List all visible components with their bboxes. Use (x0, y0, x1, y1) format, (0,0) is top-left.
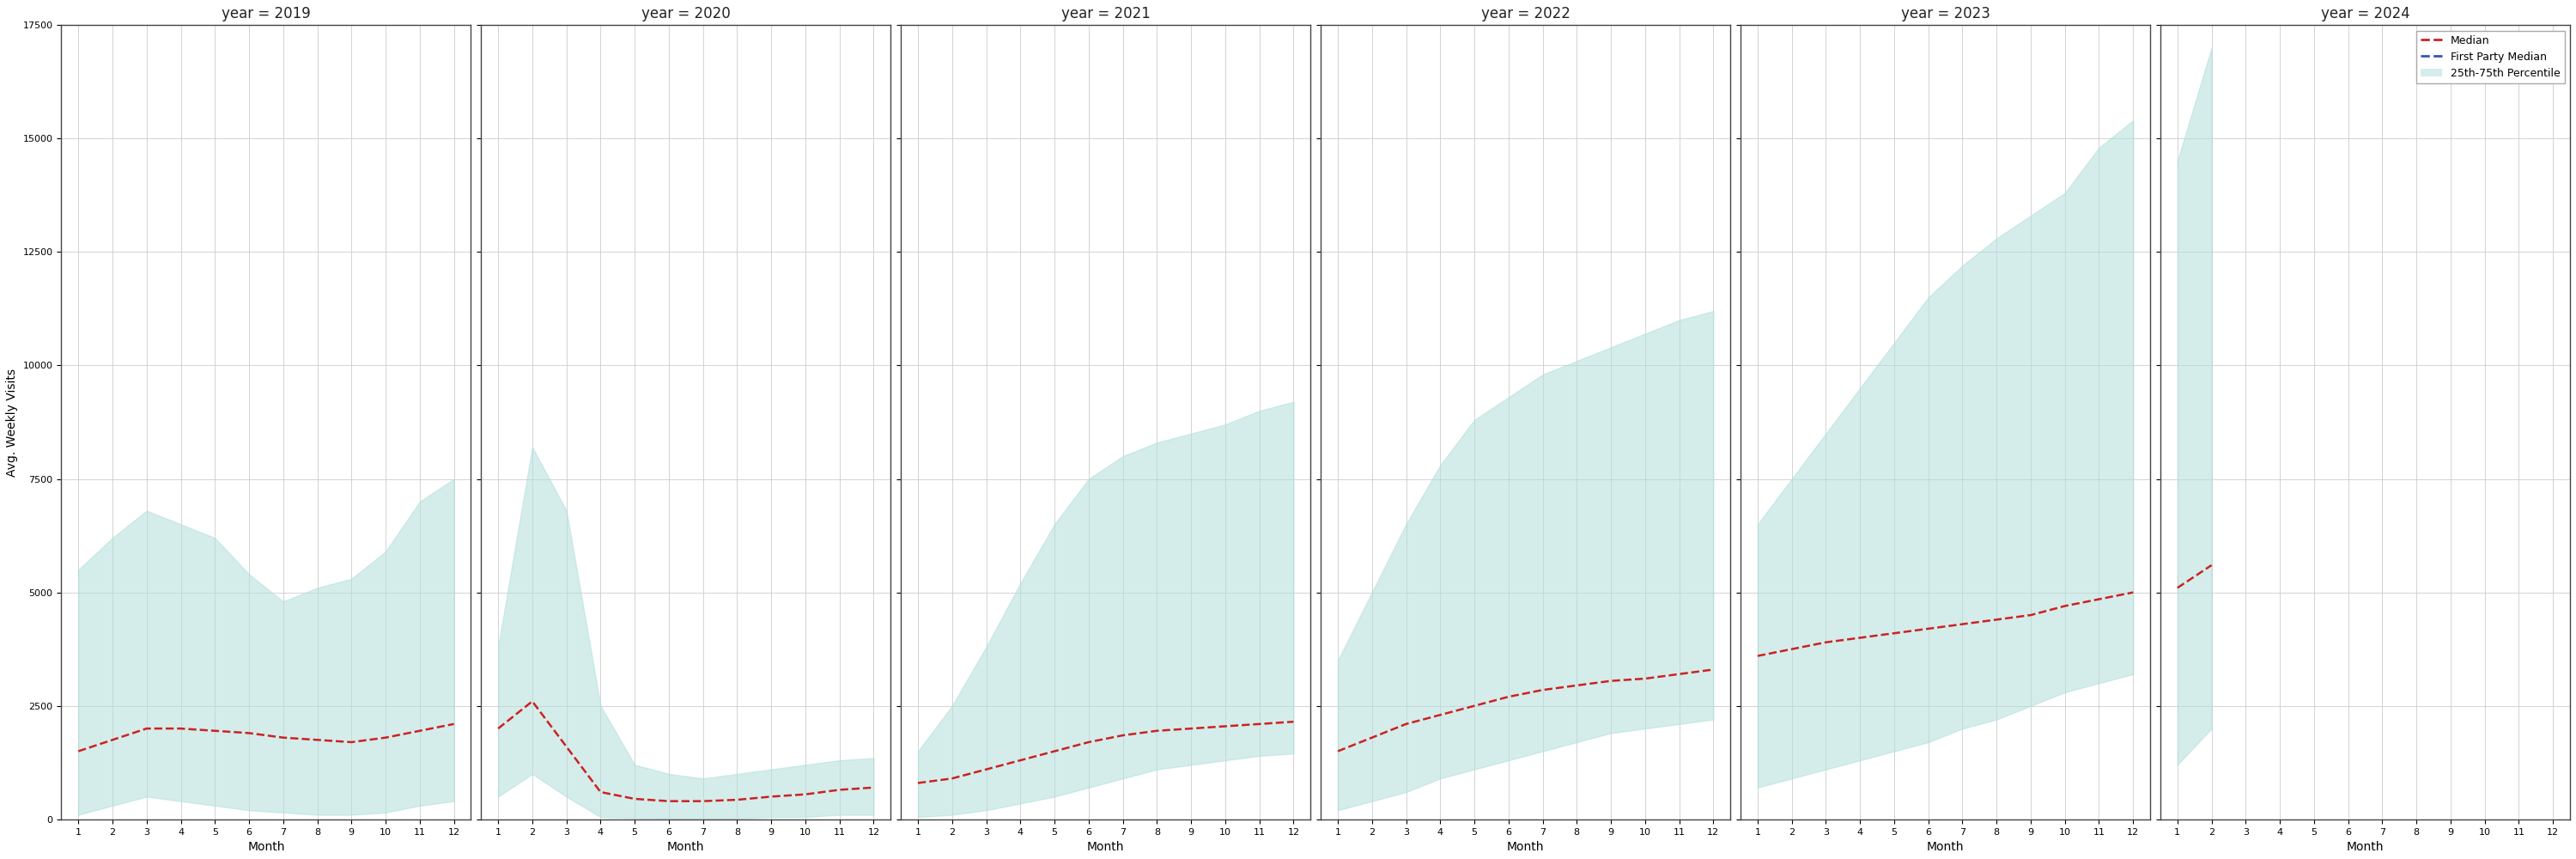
Median (438, 719, 469, 729)
Median (1595, 676, 1625, 686)
Median (858, 783, 889, 793)
Median (1321, 746, 1352, 757)
Median (688, 796, 719, 807)
Median (824, 784, 855, 795)
Median (198, 726, 229, 736)
Median (1741, 651, 1772, 661)
Line: Median: Median (1337, 669, 1713, 752)
Median (551, 741, 582, 752)
Median (1141, 726, 1172, 736)
Median (1698, 664, 1728, 674)
Median (1561, 680, 1592, 691)
Median (2014, 610, 2045, 620)
Median (1391, 719, 1422, 729)
Median (371, 733, 402, 743)
Title: year = 2022: year = 2022 (1481, 6, 1571, 21)
X-axis label: Month: Month (1087, 841, 1123, 853)
Median (1631, 673, 1662, 684)
Median (1074, 737, 1105, 747)
Median (2084, 594, 2115, 605)
Median (301, 734, 332, 745)
Median (131, 723, 162, 734)
Median (98, 734, 129, 745)
Median (1175, 723, 1206, 734)
Median (1211, 721, 1242, 731)
Line: Median: Median (2177, 565, 2213, 588)
Median (654, 796, 685, 807)
Median (234, 728, 265, 738)
Title: year = 2023: year = 2023 (1901, 6, 1991, 21)
Median (518, 696, 549, 706)
X-axis label: Month: Month (1507, 841, 1543, 853)
Legend: Median, First Party Median, 25th-75th Percentile: Median, First Party Median, 25th-75th Pe… (2416, 31, 2566, 83)
Median (1244, 719, 1275, 729)
Median (2117, 588, 2148, 598)
Median (1005, 755, 1036, 765)
Median (1947, 619, 1978, 630)
Median (2197, 560, 2228, 570)
Median (1038, 746, 1069, 757)
Median (721, 795, 752, 805)
Median (165, 723, 196, 734)
Median (1811, 637, 1842, 648)
Title: year = 2021: year = 2021 (1061, 6, 1151, 21)
Median (1914, 624, 1945, 634)
Median (482, 723, 513, 734)
Median (1108, 730, 1139, 740)
Median (1458, 701, 1489, 711)
Median (902, 778, 933, 789)
Title: year = 2019: year = 2019 (222, 6, 312, 21)
Median (335, 737, 366, 747)
Median (2050, 600, 2081, 611)
Median (1278, 716, 1309, 727)
Median (1981, 614, 2012, 624)
Median (585, 787, 616, 797)
Title: year = 2024: year = 2024 (2321, 6, 2409, 21)
X-axis label: Month: Month (247, 841, 286, 853)
Median (755, 791, 786, 801)
Median (1844, 632, 1875, 643)
Median (971, 765, 1002, 775)
Median (1878, 628, 1909, 638)
Median (1528, 685, 1558, 695)
Median (62, 746, 93, 757)
Line: Median: Median (1757, 593, 2133, 656)
X-axis label: Month: Month (1927, 841, 1963, 853)
Line: Median: Median (917, 722, 1293, 783)
Median (1358, 733, 1388, 743)
Median (618, 794, 649, 804)
Median (1425, 710, 1455, 720)
Median (1777, 644, 1808, 655)
X-axis label: Month: Month (2347, 841, 2383, 853)
Median (268, 733, 299, 743)
Median (404, 726, 435, 736)
Y-axis label: Avg. Weekly Visits: Avg. Weekly Visits (5, 369, 18, 477)
Median (1664, 669, 1695, 679)
Median (1494, 691, 1525, 702)
Line: Median: Median (77, 724, 453, 752)
Median (938, 773, 969, 783)
Line: Median: Median (497, 701, 873, 801)
X-axis label: Month: Month (667, 841, 706, 853)
Median (791, 789, 822, 800)
Median (2161, 582, 2192, 593)
Title: year = 2020: year = 2020 (641, 6, 732, 21)
